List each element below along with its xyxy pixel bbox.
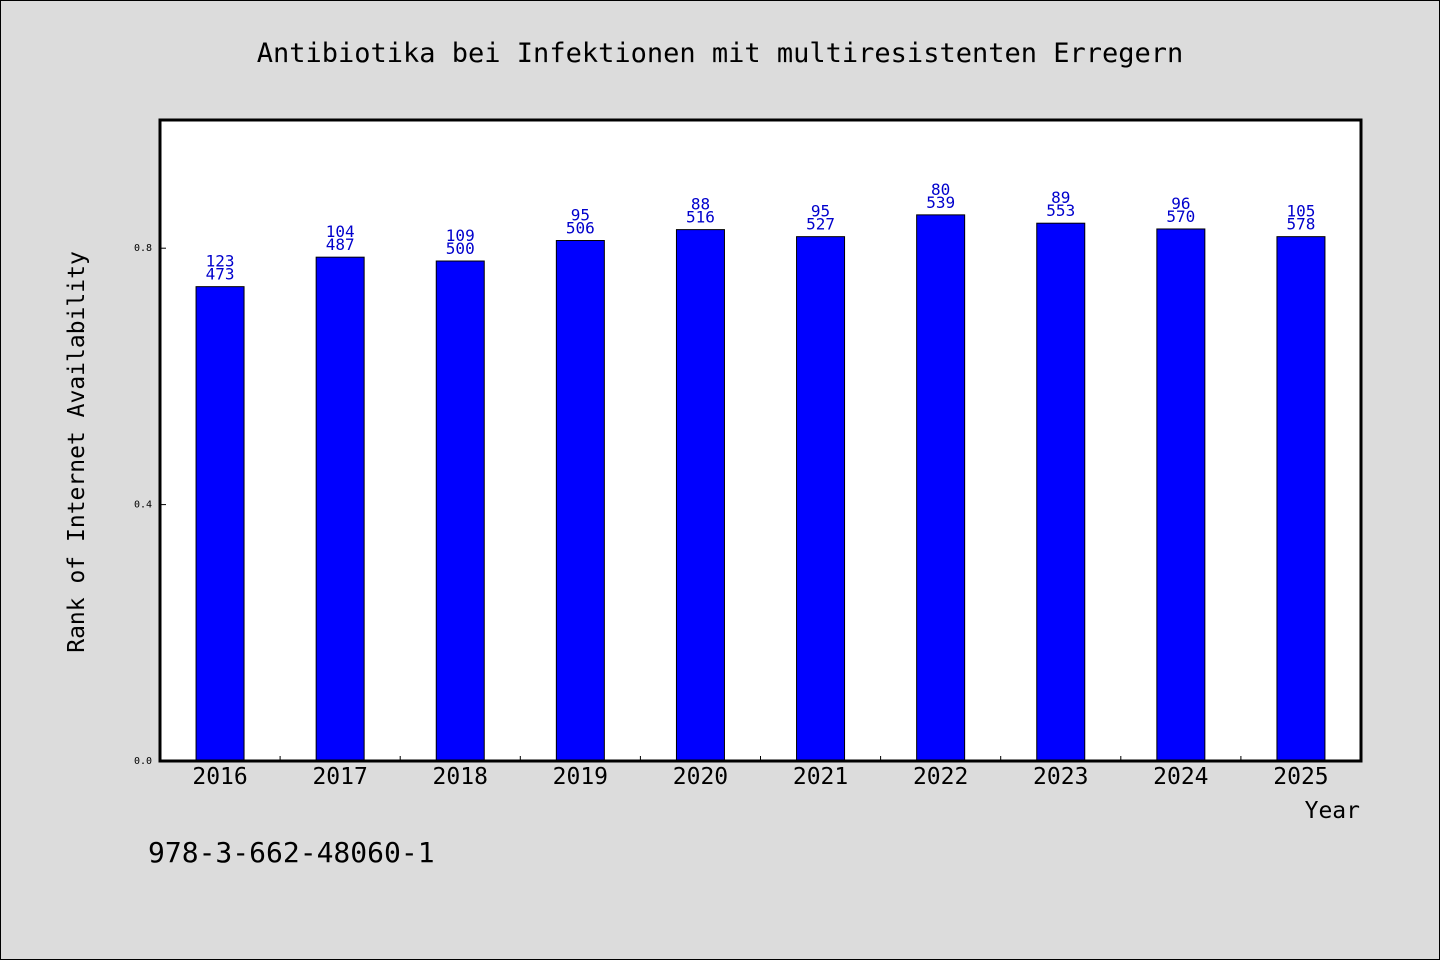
y-tick-label-1: 0.4	[134, 500, 152, 511]
data-label-bottom-2024: 570	[1166, 207, 1195, 226]
data-label-bottom-2022: 539	[926, 193, 955, 212]
data-label-top-2022: 80	[931, 180, 950, 199]
x-tick-label-2019: 2019	[553, 764, 608, 790]
x-tick-label-2018: 2018	[433, 764, 488, 790]
x-tick-labels: 2016 2017 2018 2019 2020 2021 2022 2023 2024 2025	[192, 764, 1328, 790]
bar-2021	[796, 236, 846, 762]
bar-2020	[675, 229, 725, 762]
y-tick-label-2: 0.8	[134, 243, 152, 254]
chart-title: Antibiotika bei Infektionen mit multires…	[257, 38, 1184, 69]
bar-2025	[1276, 236, 1326, 762]
bar-2024	[1156, 228, 1206, 762]
y-tick-labels: 0.0 0.4 0.8	[134, 243, 152, 767]
isbn-text: 978-3-662-48060-1	[148, 836, 435, 869]
x-tick-label-2025: 2025	[1273, 764, 1328, 790]
data-label-top-2018: 109	[446, 226, 475, 245]
data-label-top-2024: 96	[1171, 194, 1190, 213]
bar-2019	[555, 240, 605, 762]
data-label-bottom-2025: 578	[1286, 215, 1315, 234]
data-label-top-2023: 89	[1051, 188, 1070, 207]
data-label-bottom-2016: 473	[206, 265, 235, 284]
data-label-top-2021: 95	[811, 202, 830, 221]
bar-2017	[315, 256, 365, 762]
x-tick-label-2024: 2024	[1153, 764, 1208, 790]
y-axis-label: Rank of Internet Availability	[64, 251, 90, 653]
bar-2023	[1036, 222, 1086, 762]
data-label-bottom-2023: 553	[1046, 201, 1075, 220]
x-tick-label-2021: 2021	[793, 764, 848, 790]
x-axis-label: Year	[1305, 798, 1360, 824]
x-tick-label-2020: 2020	[673, 764, 728, 790]
x-tick-label-2022: 2022	[913, 764, 968, 790]
data-label-top-2020: 88	[691, 195, 710, 214]
data-label-top-2016: 123	[206, 252, 235, 271]
x-tick-label-2023: 2023	[1033, 764, 1088, 790]
data-label-bottom-2020: 516	[686, 208, 715, 227]
data-label-top-2017: 104	[326, 222, 355, 241]
bars	[195, 214, 1326, 762]
bar-2016	[195, 286, 245, 762]
bar-2018	[435, 260, 485, 762]
data-label-top-2025: 105	[1286, 202, 1315, 221]
x-tick-label-2017: 2017	[312, 764, 367, 790]
y-tick-label-0: 0.0	[134, 756, 152, 767]
plot-border	[158, 118, 1363, 763]
data-label-bottom-2021: 527	[806, 215, 835, 234]
data-label-top-2019: 95	[571, 206, 590, 225]
x-tick-label-2016: 2016	[192, 764, 247, 790]
bar-2022	[916, 214, 966, 762]
data-label-bottom-2018: 500	[446, 239, 475, 258]
data-label-bottom-2017: 487	[326, 235, 355, 254]
data-label-bottom-2019: 506	[566, 219, 595, 238]
